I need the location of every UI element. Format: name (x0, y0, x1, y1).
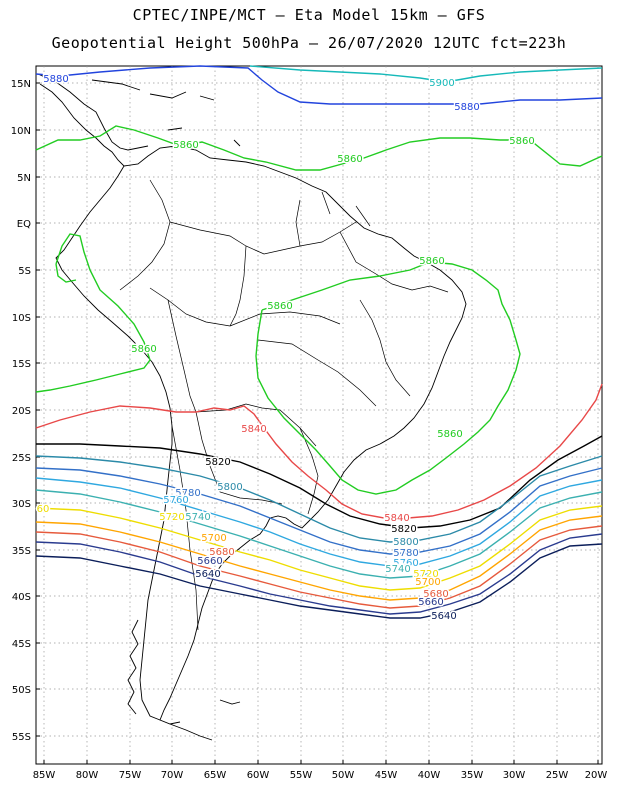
contour-5700 (35, 515, 603, 601)
axis-ticks (36, 82, 599, 764)
contour-label-5780: 5780 (175, 488, 200, 499)
contour-label-5760: 5760 (163, 495, 188, 506)
lon-label: 40W (418, 770, 441, 781)
contour-label-5840: 5840 (241, 424, 266, 435)
contour-label-5860: 5860 (437, 429, 462, 440)
lat-label: 45S (12, 639, 31, 650)
contour-5780 (35, 467, 603, 555)
graticule (36, 66, 602, 764)
contour-label-5720: 5720 (413, 569, 438, 580)
contour-5860 (35, 233, 151, 393)
coastline (37, 73, 467, 741)
contour-label-5860: 5860 (267, 301, 292, 312)
contour-label-5840: 5840 (384, 513, 409, 524)
lon-label: 80W (76, 770, 99, 781)
contour-5640 (35, 543, 603, 619)
contour-5860 (55, 263, 77, 283)
contour-label-5780: 5780 (393, 548, 418, 559)
contour-5680 (35, 525, 603, 609)
contour-label-5860: 5860 (337, 154, 362, 165)
lat-label: 55S (12, 732, 31, 743)
lat-label: 25S (12, 453, 31, 464)
lat-label: 15N (11, 79, 31, 90)
lon-label: 55W (290, 770, 313, 781)
contour-label-5740: 5740 (185, 512, 210, 523)
lon-label: 20W (585, 770, 608, 781)
lat-label: 10S (12, 313, 31, 324)
lon-label: 45W (375, 770, 398, 781)
contour-label-5900: 5900 (429, 78, 454, 89)
lon-label: 60W (247, 770, 270, 781)
contour-label-5880: 5880 (43, 74, 68, 85)
contour-5900 (249, 65, 603, 83)
lon-label: 70W (161, 770, 184, 781)
contour-5720 (35, 505, 603, 591)
lon-label: 75W (119, 770, 142, 781)
contour-label-edge: 60 (37, 504, 50, 515)
contour-5800 (35, 455, 603, 543)
lat-label: 10N (11, 126, 31, 137)
lon-label: 25W (546, 770, 569, 781)
contour-5880 (35, 65, 603, 105)
lon-label: 35W (461, 770, 484, 781)
contour-5860 (35, 125, 603, 171)
contour-label-5680: 5680 (209, 547, 234, 558)
contour-label-5800: 5800 (393, 537, 418, 548)
contour-5660 (35, 533, 603, 615)
contour-label-5860: 5860 (509, 136, 534, 147)
contour-label-5640: 5640 (195, 569, 220, 580)
lat-label: 15S (12, 359, 31, 370)
lat-label: 5S (18, 266, 31, 277)
contour-label-5860: 5860 (131, 344, 156, 355)
lat-label: 20S (12, 406, 31, 417)
contour-5820 (36, 435, 603, 529)
contour-5740 (35, 489, 603, 579)
contour-label-5760: 5760 (393, 558, 418, 569)
lon-label: 85W (33, 770, 56, 781)
lon-label: 65W (204, 770, 227, 781)
contour-5840 (35, 383, 603, 519)
lat-label: 5N (17, 173, 31, 184)
contour-label-5640: 5640 (431, 611, 456, 622)
contour-5760 (35, 477, 603, 567)
contour-label-5660: 5660 (418, 597, 443, 608)
contour-label-5800: 5800 (217, 482, 242, 493)
contour-label-5820: 5820 (205, 457, 230, 468)
contour-label-5740: 5740 (385, 564, 410, 575)
contour-label-5700: 5700 (201, 533, 226, 544)
contour-label-5860: 5860 (419, 256, 444, 267)
contour-label-5880: 5880 (454, 102, 479, 113)
contour-label-5680: 5680 (423, 589, 448, 600)
contour-5860 (255, 261, 521, 495)
contour-label-5820: 5820 (391, 524, 416, 535)
contour-label-5660: 5660 (197, 556, 222, 567)
lat-label: 40S (12, 592, 31, 603)
lat-label: 35S (12, 546, 31, 557)
lat-label: 30S (12, 499, 31, 510)
lon-label: 30W (503, 770, 526, 781)
contour-label-5860: 5860 (173, 140, 198, 151)
contour-label-5720: 5720 (159, 512, 184, 523)
lon-label: 50W (332, 770, 355, 781)
lat-label: 50S (12, 685, 31, 696)
lat-label: EQ (17, 219, 31, 230)
map-title: CPTEC/INPE/MCT – Eta Model 15km – GFS (132, 6, 486, 24)
map-subtitle: Geopotential Height 500hPa – 26/07/2020 … (51, 34, 567, 52)
contour-label-5700: 5700 (415, 577, 440, 588)
